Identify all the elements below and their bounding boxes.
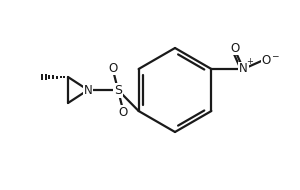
Text: N: N (84, 83, 92, 97)
Text: −: − (271, 51, 278, 60)
Text: O: O (108, 62, 118, 74)
Text: O: O (118, 105, 127, 119)
Text: N: N (239, 63, 248, 75)
Text: O: O (231, 41, 240, 55)
Text: +: + (246, 58, 253, 66)
Text: S: S (114, 83, 122, 97)
Text: O: O (262, 55, 271, 67)
